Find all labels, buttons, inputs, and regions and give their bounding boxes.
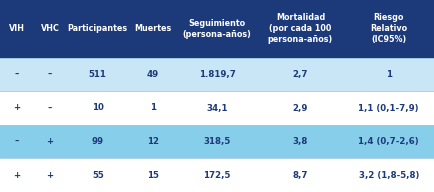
Text: +: +: [46, 171, 54, 180]
Text: 12: 12: [147, 137, 158, 146]
Text: 3,2 (1,8-5,8): 3,2 (1,8-5,8): [358, 171, 419, 180]
Text: 1: 1: [386, 70, 392, 79]
Text: 1.819,7: 1.819,7: [199, 70, 235, 79]
Text: +: +: [46, 137, 54, 146]
Bar: [0, 0, 434, 58]
Text: Participantes: Participantes: [68, 24, 128, 33]
Bar: [0, 125, 434, 158]
Text: 1,4 (0,7-2,6): 1,4 (0,7-2,6): [358, 137, 419, 146]
Text: 2,9: 2,9: [293, 103, 308, 113]
Text: 1: 1: [150, 103, 156, 113]
Text: 1,1 (0,1-7,9): 1,1 (0,1-7,9): [358, 103, 419, 113]
Text: –: –: [14, 137, 19, 146]
Text: –: –: [48, 70, 52, 79]
Text: 8,7: 8,7: [293, 171, 308, 180]
Text: 99: 99: [92, 137, 104, 146]
Text: Seguimiento
(persona-años): Seguimiento (persona-años): [183, 19, 251, 39]
Bar: [0, 58, 434, 91]
Text: –: –: [14, 70, 19, 79]
Text: VIH: VIH: [9, 24, 25, 33]
Text: 318,5: 318,5: [204, 137, 230, 146]
Text: Muertes: Muertes: [134, 24, 171, 33]
Text: VHC: VHC: [41, 24, 59, 33]
Text: 10: 10: [92, 103, 104, 113]
Text: 15: 15: [147, 171, 158, 180]
Text: 172,5: 172,5: [203, 171, 231, 180]
Text: 3,8: 3,8: [293, 137, 308, 146]
Text: Riesgo
Relativo
(IC95%): Riesgo Relativo (IC95%): [370, 13, 407, 44]
Bar: [0, 91, 434, 125]
Text: 511: 511: [89, 70, 107, 79]
Text: 49: 49: [147, 70, 159, 79]
Text: 34,1: 34,1: [206, 103, 228, 113]
Text: –: –: [48, 103, 52, 113]
Text: 55: 55: [92, 171, 104, 180]
Bar: [0, 158, 434, 192]
Text: Mortalidad
(por cada 100
persona-años): Mortalidad (por cada 100 persona-años): [268, 13, 333, 44]
Text: +: +: [13, 103, 20, 113]
Text: +: +: [13, 171, 20, 180]
Text: 2,7: 2,7: [293, 70, 308, 79]
